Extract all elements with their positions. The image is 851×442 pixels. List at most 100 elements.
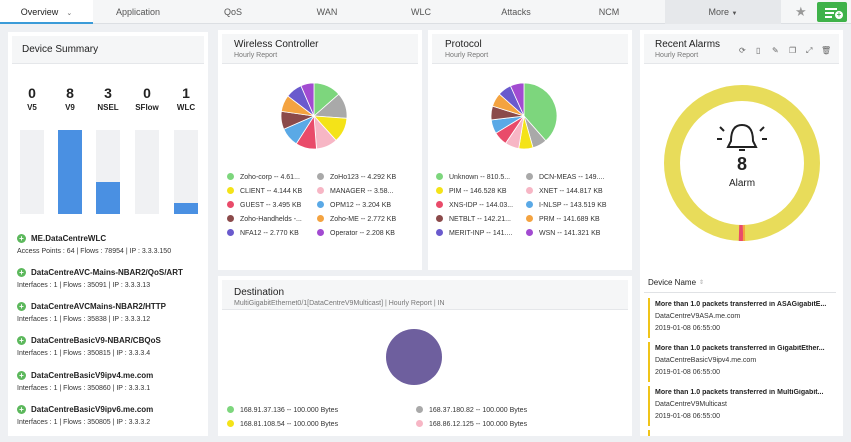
device-count-bar[interactable] [135, 130, 159, 214]
pie-slice[interactable] [523, 82, 558, 142]
device-name-link[interactable]: ME.DataCentreWLC [31, 234, 107, 243]
legend-item[interactable]: Zoho-Handhelds -... [227, 215, 302, 223]
tab-ncm[interactable]: NCM [598, 7, 620, 17]
legend-swatch [526, 187, 533, 194]
tab-overview[interactable]: Overview ⌄ [0, 0, 93, 24]
legend-item[interactable]: WSN -- 141.321 KB [526, 229, 600, 237]
legend-item[interactable]: XNET -- 144.817 KB [526, 187, 603, 195]
legend-swatch [227, 406, 234, 413]
legend-item[interactable]: I-NLSP -- 143.519 KB [526, 201, 607, 209]
destination-pie-chart[interactable] [385, 328, 443, 386]
legend-item[interactable]: 168.81.108.54 -- 100.000 Bytes [227, 420, 338, 428]
legend-item[interactable]: Operator -- 2.208 KB [317, 229, 395, 237]
legend-item[interactable]: GUEST -- 3.495 KB [227, 201, 301, 209]
legend-swatch [526, 173, 533, 180]
legend-item[interactable]: NFA12 -- 2.770 KB [227, 229, 299, 237]
trash-icon[interactable]: 🗑 [821, 46, 832, 55]
alarm-donut-chart[interactable] [662, 83, 822, 243]
legend-swatch [436, 229, 443, 236]
legend-swatch [526, 229, 533, 236]
legend-item[interactable]: MANAGER -- 3.58... [317, 187, 393, 195]
wireless-pie-chart[interactable] [280, 82, 348, 150]
destination-title: Destination [234, 287, 285, 298]
legend-item[interactable]: CLIENT -- 4.144 KB [227, 187, 302, 195]
legend-item[interactable]: PRM -- 141.689 KB [526, 215, 600, 223]
alarm-row[interactable]: More than 1.0 packets transferred in Mul… [648, 386, 834, 426]
destination-subtitle: MultiGigabitEthernet0/1[DataCentreV9Mult… [234, 300, 445, 307]
device-name-link[interactable]: DataCentreBasicV9ipv6.me.com [31, 405, 154, 414]
stat-label: WLC [176, 103, 196, 112]
tab-application[interactable]: Application [115, 7, 161, 17]
tab-wlc[interactable]: WLC [411, 7, 431, 17]
tab-attacks[interactable]: Attacks [501, 7, 531, 17]
legend-swatch [227, 201, 234, 208]
tab-wan[interactable]: WAN [316, 7, 338, 17]
pie-slice[interactable] [300, 82, 315, 117]
legend-item[interactable]: DCN-MEAS -- 149.... [526, 173, 604, 181]
top-navigation: Overview ⌄ Application QoS WAN WLC Attack… [0, 0, 851, 24]
legend-swatch [436, 187, 443, 194]
pie-slice[interactable] [509, 82, 525, 117]
wireless-controller-title: Wireless Controller [234, 39, 319, 50]
legend-item[interactable]: PIM -- 146.528 KB [436, 187, 507, 195]
legend-item[interactable]: NETBLT -- 142.21... [436, 215, 511, 223]
legend-swatch [416, 420, 423, 427]
menu-line [825, 16, 832, 18]
document-icon[interactable]: ▯ [756, 46, 761, 55]
refresh-icon[interactable]: ⟳ [739, 46, 746, 55]
device-name-link[interactable]: DataCentreBasicV9ipv4.me.com [31, 371, 154, 380]
protocol-pie-chart[interactable] [490, 82, 558, 150]
expand-plus-icon[interactable]: + [17, 405, 26, 414]
alarm-row[interactable]: More than 1.0 packets transferred in ASA… [648, 298, 834, 338]
legend-item[interactable]: Zoho-ME -- 2.772 KB [317, 215, 396, 223]
legend-item[interactable]: Unknown -- 810.5... [436, 173, 510, 181]
alarm-table-header: Device Name ⇕ [644, 273, 836, 293]
legend-item[interactable]: OPM12 -- 3.204 KB [317, 201, 391, 209]
legend-item[interactable]: Zoho-corp -- 4.61... [227, 173, 300, 181]
legend-swatch [317, 173, 324, 180]
tab-more[interactable]: More ▼ [665, 0, 781, 24]
stat-value: 1 [182, 85, 190, 101]
expand-plus-icon[interactable]: + [17, 336, 26, 345]
edit-icon[interactable]: ✎ [772, 46, 779, 55]
alarm-message: More than 1.0 packets transferred in Mul… [655, 389, 824, 396]
expand-plus-icon[interactable]: + [17, 268, 26, 277]
legend-item[interactable]: 168.86.12.125 -- 100.000 Bytes [416, 420, 527, 428]
expand-plus-icon[interactable]: + [17, 371, 26, 380]
alarm-message: More than 1.0 packets transferred in Gig… [655, 345, 825, 352]
sort-icon[interactable]: ⇕ [699, 280, 705, 286]
stat-value: 0 [28, 85, 36, 101]
device-name-column-header[interactable]: Device Name [648, 278, 697, 287]
alarm-device: DataCentreBasicV9ipv4.me.com [655, 357, 757, 364]
device-count-bar[interactable] [58, 130, 82, 214]
legend-item[interactable]: 168.37.180.82 -- 100.000 Bytes [416, 406, 527, 414]
device-name-link[interactable]: DataCentreBasicV9-NBAR/CBQoS [31, 336, 161, 345]
alarm-row[interactable]: More than 1.0 packets transferred in Gig… [648, 342, 834, 382]
device-name-link[interactable]: DataCentreAVC-Mains-NBAR2/QoS/ART [31, 268, 183, 277]
expand-icon[interactable]: ⤢ [806, 46, 813, 55]
device-count-bar[interactable] [20, 130, 44, 214]
device-name-link[interactable]: DataCentreAVCMains-NBAR2/HTTP [31, 302, 166, 311]
widget-menu-button[interactable]: + [817, 2, 847, 22]
legend-swatch [317, 215, 324, 222]
expand-plus-icon[interactable]: + [17, 302, 26, 311]
chevron-down-icon: ⌄ [66, 10, 73, 17]
tab-qos[interactable]: QoS [223, 7, 242, 17]
legend-item[interactable]: MERIT-INP -- 141.... [436, 229, 512, 237]
device-count-bar[interactable] [96, 130, 120, 214]
star-icon[interactable]: ★ [795, 4, 807, 19]
legend-swatch [436, 201, 443, 208]
copy-icon[interactable]: ❐ [789, 46, 797, 55]
device-count-bar[interactable] [174, 130, 198, 214]
legend-item[interactable]: ZoHo123 -- 4.292 KB [317, 173, 396, 181]
menu-line [825, 12, 834, 14]
legend-item[interactable]: XNS-IDP -- 144.03... [436, 201, 513, 209]
legend-swatch [227, 173, 234, 180]
device-summary-card [8, 32, 208, 436]
bar-fill [58, 130, 82, 214]
expand-plus-icon[interactable]: + [17, 234, 26, 243]
legend-swatch [227, 420, 234, 427]
device-meta: Interfaces : 1 | Flows : 350860 | IP : 3… [17, 385, 151, 392]
legend-item[interactable]: 168.91.37.136 -- 100.000 Bytes [227, 406, 338, 414]
protocol-subtitle: Hourly Report [445, 52, 489, 59]
